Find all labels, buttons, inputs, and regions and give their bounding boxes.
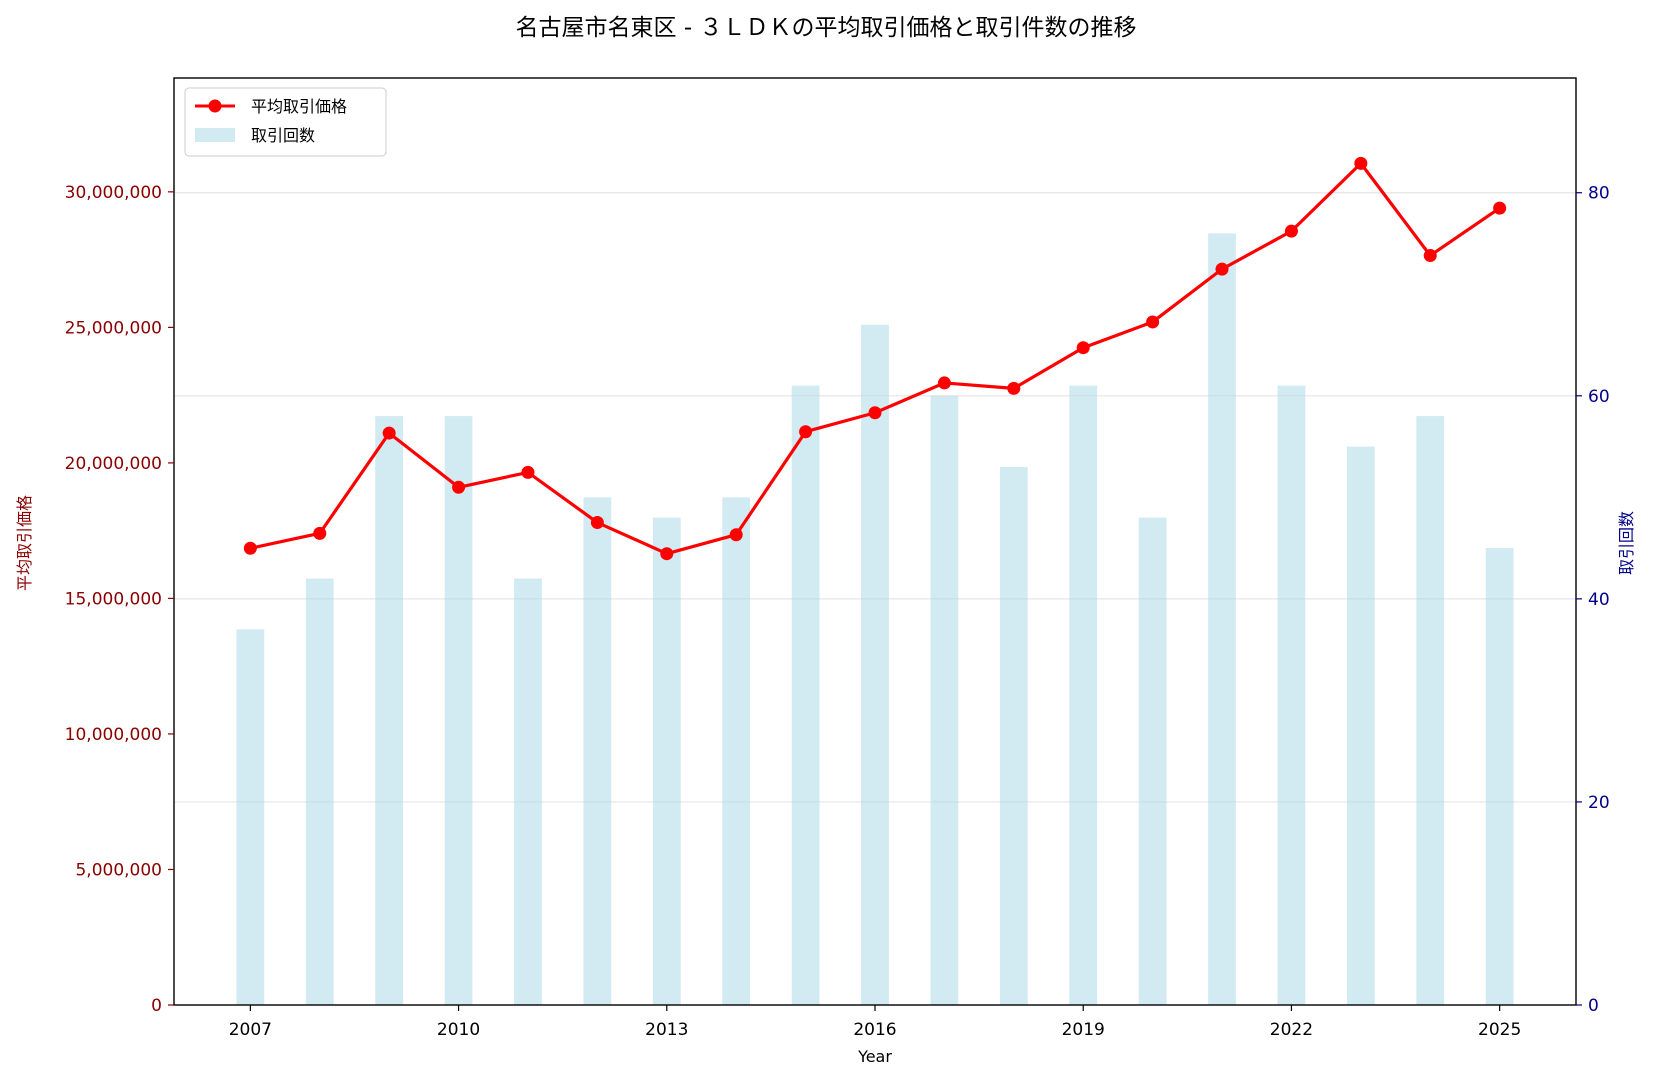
bar-2008 [305,578,334,1005]
price-point-2022 [1284,224,1298,238]
legend-bar-swatch [195,128,235,142]
y-left-tick-label: 25,000,000 [65,318,162,338]
x-tick-label: 2010 [437,1020,480,1040]
y-left-tick-label: 10,000,000 [65,725,162,745]
price-point-2023 [1354,156,1368,170]
price-point-2021 [1215,262,1229,276]
y-axis-right: 0 20 40 60 80 [1576,184,1610,1016]
y-left-tick-label: 5,000,000 [75,860,162,880]
bar-2014 [722,497,751,1005]
legend-box [184,87,387,157]
legend-label-count: 取引回数 [251,126,315,145]
price-point-2015 [799,425,813,439]
y-right-tick-label: 80 [1588,184,1610,204]
legend-label-price: 平均取引価格 [251,97,347,116]
y-axis-right-label: 取引回数 [1617,511,1636,575]
bar-2010 [444,416,473,1006]
y-right-tick-label: 60 [1588,387,1610,407]
price-point-2016 [868,406,882,420]
y-left-tick-label: 0 [151,996,162,1016]
chart-title: 名古屋市名東区 - ３ＬＤＫの平均取引価格と取引件数の推移 [516,15,1137,41]
bar-2018 [999,466,1028,1006]
price-point-2025 [1493,201,1507,215]
x-axis: 2007 2010 2013 2016 2019 2022 2025 [229,1005,1521,1040]
legend-marker-swatch [208,99,222,113]
price-point-2013 [660,547,674,561]
bar-2013 [652,517,681,1005]
price-point-2011 [521,465,535,479]
bar-2019 [1069,385,1098,1005]
bar-2020 [1138,517,1167,1005]
price-point-2014 [729,528,743,542]
bar-2025 [1485,548,1514,1005]
y-left-tick-label: 15,000,000 [65,589,162,609]
y-right-tick-label: 0 [1588,996,1599,1016]
x-tick-label: 2007 [229,1020,272,1040]
bar-2011 [514,578,542,1005]
bar-2009 [375,416,404,1006]
x-tick-label: 2022 [1270,1020,1313,1040]
price-point-2018 [1007,381,1021,395]
price-point-2008 [313,526,327,540]
bar-2022 [1277,385,1306,1005]
bar-2015 [791,385,820,1005]
price-point-2007 [243,541,257,555]
price-point-2020 [1146,315,1160,329]
x-tick-label: 2013 [645,1020,688,1040]
x-tick-label: 2016 [853,1020,896,1040]
bar-2017 [930,395,959,1005]
price-point-2012 [590,516,604,530]
line-series [243,156,1507,561]
y-right-tick-label: 20 [1588,793,1610,813]
y-left-tick-label: 30,000,000 [65,183,162,203]
bar-2016 [861,324,889,1005]
y-axis-left: 0 5,000,000 10,000,000 15,000,000 20,000,000… [65,183,174,1016]
x-axis-label: Year [857,1047,892,1066]
bar-2007 [236,629,265,1005]
price-point-2010 [452,480,466,494]
price-point-2009 [382,426,396,440]
price-point-2019 [1076,341,1090,355]
y-axis-left-label: 平均取引価格 [15,495,34,591]
bar-series [236,233,1514,1006]
price-point-2017 [937,376,951,390]
x-tick-label: 2025 [1478,1020,1521,1040]
legend: 平均取引価格 取引回数 [184,87,387,157]
bar-2012 [583,497,612,1005]
price-point-2024 [1423,249,1437,263]
bar-2024 [1416,416,1445,1006]
y-right-tick-label: 40 [1588,590,1610,610]
x-tick-label: 2019 [1062,1020,1105,1040]
y-left-tick-label: 20,000,000 [65,454,162,474]
bar-2023 [1346,446,1375,1005]
bar-2021 [1208,233,1236,1005]
